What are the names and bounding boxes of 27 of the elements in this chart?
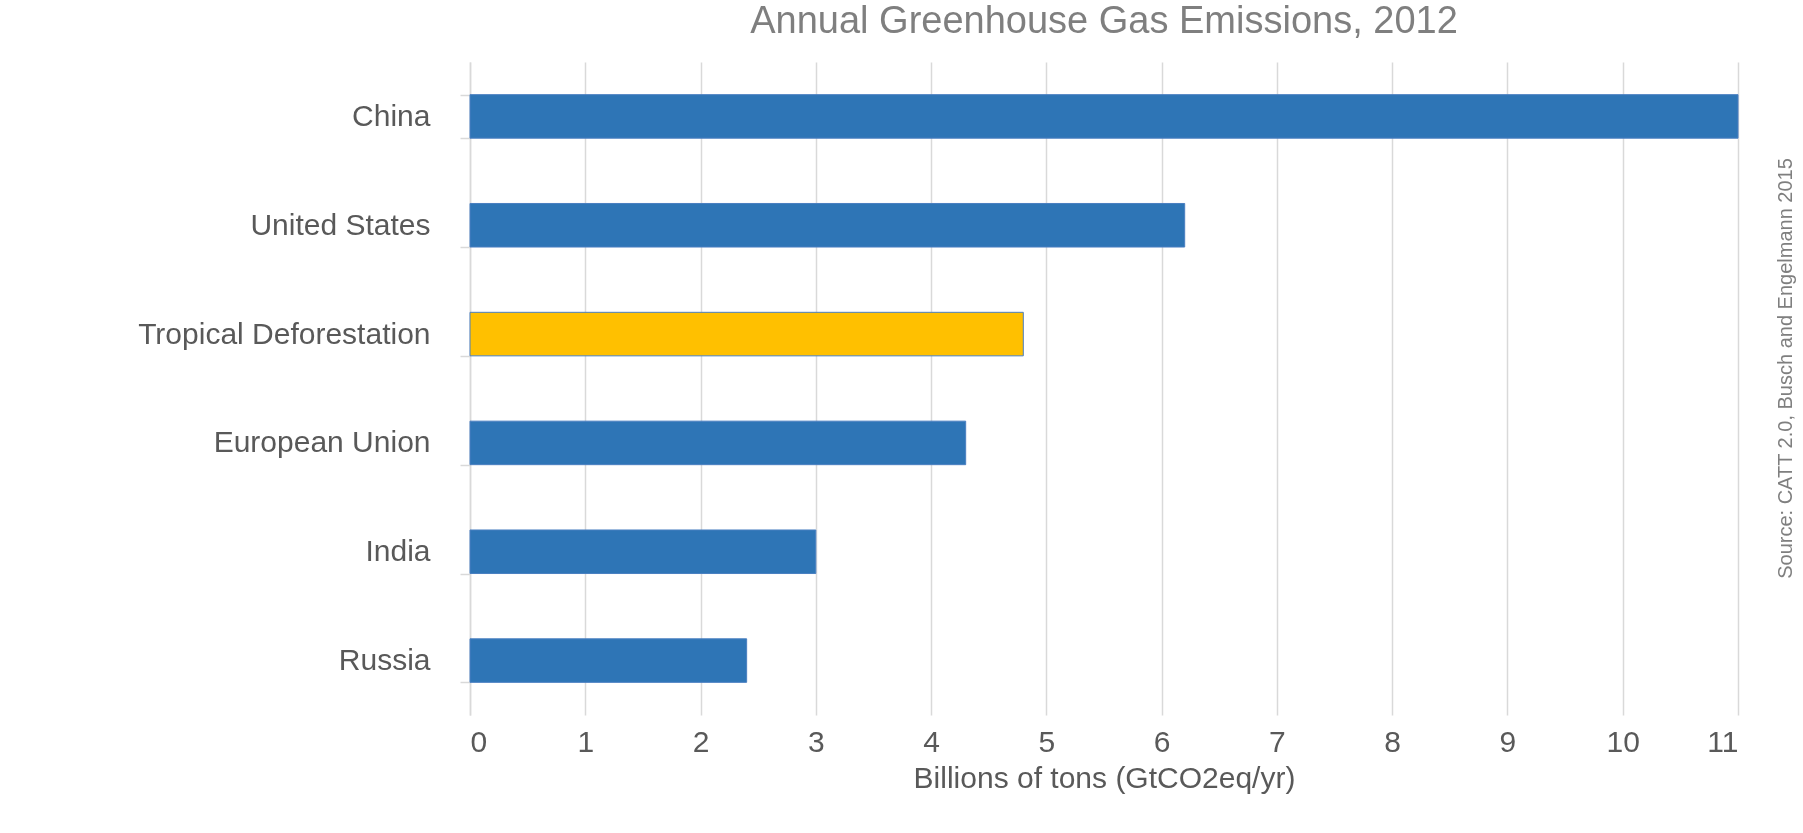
x-axis-title: Billions of tons (GtCO2eq/yr) bbox=[913, 760, 1296, 794]
bar bbox=[469, 420, 967, 466]
x-tick-label: 9 bbox=[1499, 724, 1517, 758]
x-tick-label: 5 bbox=[1038, 724, 1056, 758]
x-tick-label: 11 bbox=[1707, 724, 1739, 758]
x-tick-label: 1 bbox=[577, 724, 595, 758]
x-tick-label: 10 bbox=[1606, 724, 1640, 758]
y-tick-label: China bbox=[352, 98, 431, 132]
bar bbox=[469, 311, 1024, 357]
x-tick-label: 8 bbox=[1384, 724, 1402, 758]
y-tick-label: Russia bbox=[338, 643, 431, 677]
bar bbox=[469, 202, 1186, 248]
y-tick-label: United States bbox=[250, 207, 431, 241]
source-note: Source: CATT 2.0, Busch and Engelmann 2015 bbox=[1774, 158, 1796, 579]
y-tick-label: European Union bbox=[213, 425, 431, 459]
y-tick-label: India bbox=[365, 534, 431, 568]
y-tick-label: Tropical Deforestation bbox=[138, 316, 431, 350]
x-tick-label: 3 bbox=[807, 724, 825, 758]
x-tick-label: 6 bbox=[1153, 724, 1171, 758]
x-tick-label: 7 bbox=[1269, 724, 1286, 758]
bar bbox=[469, 529, 817, 575]
x-tick-label: 2 bbox=[692, 724, 710, 758]
bar bbox=[469, 94, 1739, 139]
bar bbox=[469, 638, 748, 683]
x-tick-label: 0 bbox=[470, 724, 488, 758]
chart-title: Annual Greenhouse Gas Emissions, 2012 bbox=[750, 0, 1458, 41]
x-tick-label: 4 bbox=[923, 724, 940, 758]
